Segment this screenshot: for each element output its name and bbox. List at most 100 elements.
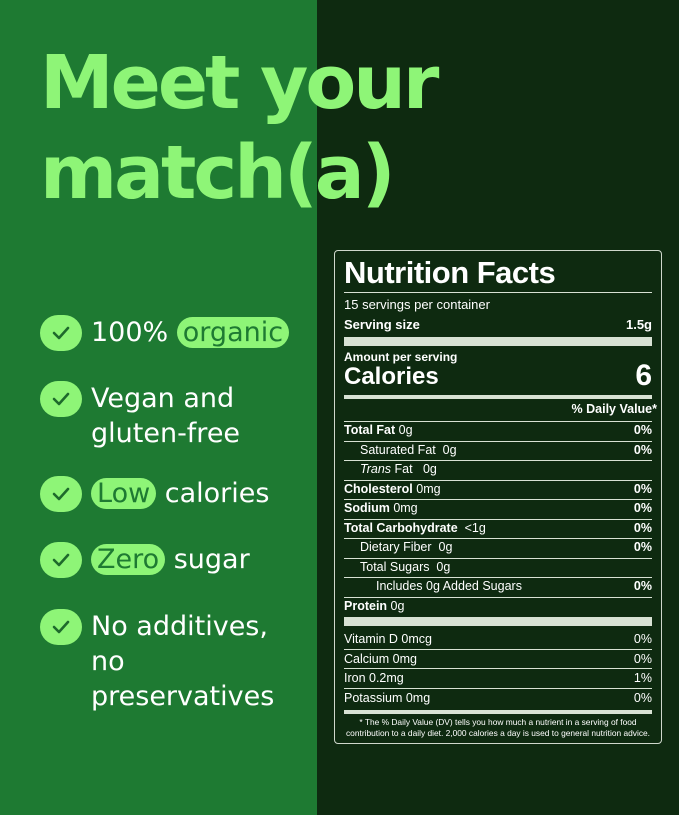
nutrient-row: Trans Fat 0g	[344, 462, 652, 476]
nutrient-dv: 0%	[633, 442, 652, 457]
feature-highlight-pill: Low	[91, 478, 157, 509]
nutrient-row: Cholesterol 0mg 0%	[344, 482, 652, 496]
micronutrient-row: Vitamin D 0mcg 0%	[344, 632, 652, 646]
nutrient-name: Includes 0g Added Sugars	[344, 579, 522, 593]
nutrient-row: Sodium 0mg 0%	[344, 501, 652, 515]
feature-item: Zero sugar	[40, 542, 250, 578]
calories-row: Calories 6	[344, 359, 652, 393]
nutrient-amount: 0g	[395, 423, 413, 437]
headline-line-2: match(a)	[40, 130, 396, 216]
nutrient-amount: Includes 0g Added Sugars	[376, 579, 522, 593]
nutrient-dv: 0%	[633, 423, 652, 437]
feature-text-before: 100%	[91, 317, 177, 348]
feature-text: 100% organic	[91, 315, 290, 350]
nutrition-facts-panel: Nutrition Facts 15 servings per containe…	[334, 250, 662, 744]
serving-size-row: Serving size 1.5g	[344, 317, 652, 332]
medium-divider	[344, 709, 652, 714]
nutrient-name-italic: Trans	[360, 462, 392, 476]
nutrient-name-bold: Protein	[344, 598, 388, 613]
check-icon	[40, 542, 82, 578]
nutrient-name: Trans Fat 0g	[344, 462, 437, 476]
dv-header-row: % Daily Value*	[344, 402, 657, 416]
feature-text-before: No additives, no preservatives	[91, 611, 275, 712]
divider	[344, 292, 652, 293]
nutrient-name-bold: Total Carbohydrate	[344, 520, 458, 535]
micronutrient-name: Iron 0.2mg	[344, 671, 404, 686]
nutrient-amount: <1g	[457, 520, 486, 535]
headline: Meet your match(a)	[40, 38, 439, 218]
nutrient-amount: 0mg	[412, 481, 441, 496]
feature-text-after: calories	[156, 478, 270, 509]
thick-divider	[344, 617, 652, 626]
feature-text-after: sugar	[165, 544, 250, 575]
nutrient-row: Total Fat 0g 0%	[344, 423, 652, 437]
nutrient-amount: Saturated Fat 0g	[360, 442, 457, 457]
amount-per-serving: Amount per serving	[344, 350, 652, 364]
micronutrient-name: Calcium 0mg	[344, 651, 417, 666]
nutrient-name: Total Carbohydrate <1g	[344, 521, 486, 535]
nutrient-row: Includes 0g Added Sugars 0%	[344, 579, 652, 593]
feature-text: Zero sugar	[91, 542, 250, 577]
nutrient-dv: 0%	[633, 520, 652, 535]
divider	[344, 460, 652, 461]
nutrient-amount: 0g	[387, 598, 405, 613]
nutrient-name-bold: Sodium	[344, 501, 390, 515]
nutrient-name: Sodium 0mg	[344, 501, 418, 515]
serving-size-label: Serving size	[344, 317, 420, 332]
nutrient-name: Saturated Fat 0g	[344, 443, 457, 457]
servings-text: 15 servings per container	[344, 297, 490, 312]
nutrient-name-bold: Cholesterol	[344, 481, 413, 496]
feature-item: Vegan and gluten-free	[40, 381, 275, 451]
nutrient-row: Dietary Fiber 0g 0%	[344, 540, 652, 554]
serving-size-value: 1.5g	[625, 317, 652, 332]
micronutrient-row: Iron 0.2mg 1%	[344, 671, 652, 685]
amount-per-serving-label: Amount per serving	[344, 350, 458, 364]
feature-highlight-pill: Zero	[91, 544, 166, 575]
nutrition-title: Nutrition Facts	[344, 255, 556, 290]
divider	[344, 688, 652, 690]
divider	[344, 557, 652, 559]
divider	[344, 479, 652, 481]
micronutrient-row: Potassium 0mg 0%	[344, 691, 652, 705]
nutrient-row: Total Carbohydrate <1g 0%	[344, 521, 652, 535]
thick-divider	[344, 337, 652, 346]
nutrient-name: Dietary Fiber 0g	[344, 540, 452, 554]
nutrient-amount: 0mg	[389, 501, 418, 515]
calories-value: 6	[635, 359, 652, 392]
feature-item: Low calories	[40, 476, 269, 512]
check-icon	[40, 381, 82, 417]
feature-item: 100% organic	[40, 315, 290, 351]
nutrient-row: Saturated Fat 0g 0%	[344, 443, 652, 457]
nutrient-dv: 0%	[633, 481, 652, 496]
nutrient-dv: 0%	[633, 540, 652, 554]
check-icon	[40, 476, 82, 512]
nutrient-name: Total Fat 0g	[344, 423, 413, 437]
right-background	[317, 0, 679, 815]
headline-line-1: Meet your	[40, 40, 439, 126]
divider	[344, 596, 652, 598]
calories-label: Calories	[344, 363, 439, 390]
check-icon	[40, 609, 82, 645]
micronutrient-name: Vitamin D 0mcg	[344, 632, 432, 646]
nutrient-amount: Dietary Fiber 0g	[360, 540, 453, 554]
nutrient-dv: 0%	[633, 579, 652, 593]
divider	[344, 538, 652, 539]
nutrient-name: Cholesterol 0mg	[344, 482, 441, 496]
nutrient-name-bold: Total Fat	[344, 423, 396, 437]
feature-text: Vegan and gluten-free	[91, 381, 275, 451]
nutrient-amount: Fat 0g	[391, 462, 437, 476]
feature-text: Low calories	[91, 476, 269, 511]
micronutrient-dv: 0%	[633, 632, 652, 646]
footnote: * The % Daily Value (DV) tells you how m…	[345, 717, 650, 738]
nutrient-dv: 0%	[633, 501, 652, 515]
divider	[344, 499, 652, 500]
divider	[344, 518, 652, 520]
micronutrient-name: Potassium 0mg	[344, 691, 431, 706]
micronutrient-dv: 0%	[633, 691, 652, 706]
nutrient-name: Protein 0g	[344, 599, 404, 613]
micronutrient-dv: 1%	[633, 671, 652, 686]
micronutrient-row: Calcium 0mg 0%	[344, 652, 652, 666]
divider	[344, 648, 652, 650]
medium-divider	[344, 395, 652, 399]
dv-header: % Daily Value*	[571, 402, 657, 416]
